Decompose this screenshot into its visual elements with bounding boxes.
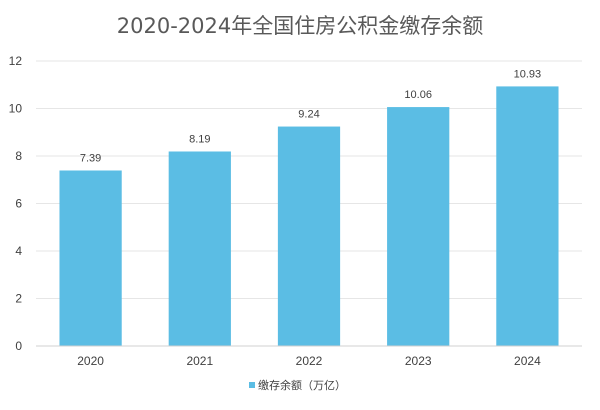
data-label-2020: 7.39 xyxy=(80,152,101,164)
bar-2024 xyxy=(496,86,559,346)
x-tick-label-2022: 2022 xyxy=(296,354,323,368)
data-labels: 7.39 8.19 9.24 10.06 10.93 xyxy=(80,68,541,164)
x-tick-label-2023: 2023 xyxy=(405,354,432,368)
bars xyxy=(59,86,559,346)
y-tick-label: 2 xyxy=(15,292,22,306)
data-label-2023: 10.06 xyxy=(404,89,432,101)
y-tick-label: 8 xyxy=(15,149,22,163)
legend-swatch xyxy=(249,382,255,388)
y-tick-label: 0 xyxy=(15,339,22,353)
x-tick-label-2021: 2021 xyxy=(186,354,213,368)
y-tick-label: 12 xyxy=(9,54,23,68)
y-axis-tick-labels: 0 2 4 6 8 10 12 xyxy=(9,54,23,353)
y-tick-label: 4 xyxy=(15,244,22,258)
legend: 缴存余额（万亿） xyxy=(249,378,346,392)
x-tick-label-2020: 2020 xyxy=(77,354,104,368)
y-tick-label: 10 xyxy=(9,102,23,116)
chart-title: 2020-2024年全国住房公积金缴存余额 xyxy=(117,14,483,38)
data-label-2022: 9.24 xyxy=(298,109,319,121)
bar-2020 xyxy=(59,170,122,346)
bar-2022 xyxy=(277,126,341,346)
y-tick-label: 6 xyxy=(15,197,22,211)
bar-2023 xyxy=(387,107,450,346)
x-axis-tick-labels: 2020 2021 2022 2023 2024 xyxy=(77,354,541,368)
legend-label: 缴存余额（万亿） xyxy=(258,378,346,392)
x-tick-label-2024: 2024 xyxy=(514,354,541,368)
data-label-2024: 10.93 xyxy=(514,68,542,80)
data-label-2021: 8.19 xyxy=(189,133,210,145)
bar-2021 xyxy=(168,151,231,346)
